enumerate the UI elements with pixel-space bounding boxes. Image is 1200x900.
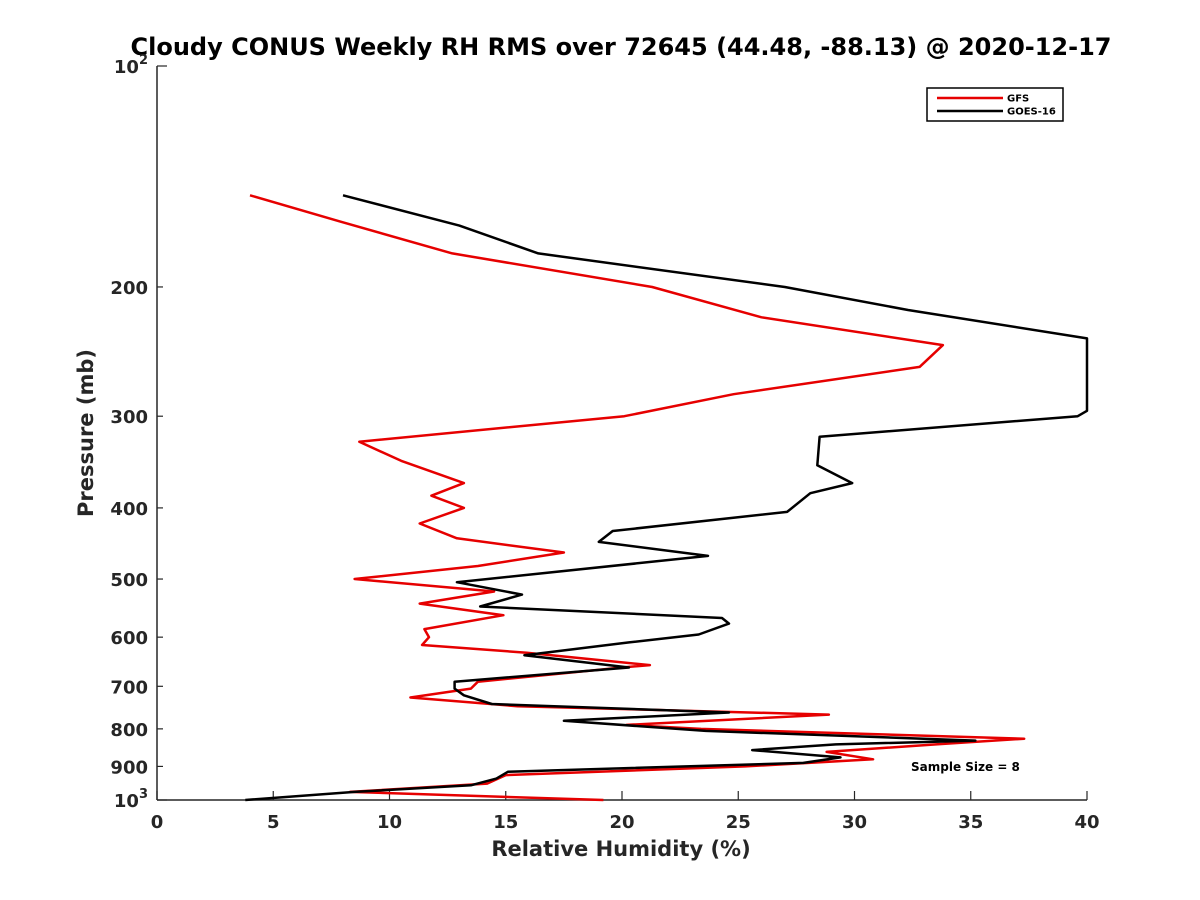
y-tick-label: 300 xyxy=(110,407,148,428)
y-tick-label: 800 xyxy=(110,720,148,741)
legend-label-goes16: GOES-16 xyxy=(1007,107,1056,118)
x-tick-label: 25 xyxy=(726,812,751,833)
y-tick-label: 102 xyxy=(114,53,148,78)
x-tick-label: 15 xyxy=(493,812,518,833)
x-tick-label: 20 xyxy=(609,812,634,833)
y-tick-label: 103 xyxy=(114,787,148,812)
x-axis-label: Relative Humidity (%) xyxy=(491,837,750,861)
data-series xyxy=(245,194,1089,802)
x-tick-label: 30 xyxy=(842,812,867,833)
x-tick-label: 35 xyxy=(958,812,983,833)
chart-title: Cloudy CONUS Weekly RH RMS over 72645 (4… xyxy=(131,33,1112,61)
legend-box xyxy=(926,87,1064,122)
plot-axes: 0 5 10 15 20 25 30 35 40 102 200 300 400 500 600 700 800… xyxy=(110,53,1099,833)
chart-legend: GFS GOES-16 xyxy=(926,87,1064,122)
y-tick-label: 400 xyxy=(110,499,148,520)
x-tick-label: 10 xyxy=(377,812,402,833)
series-line-gfs xyxy=(249,194,1026,802)
sample-size-annotation: Sample Size = 8 xyxy=(911,760,1020,774)
x-tick-label: 5 xyxy=(267,812,280,833)
y-tick-label: 900 xyxy=(110,757,148,778)
series-line-goes16 xyxy=(245,194,1089,802)
x-tick-label: 40 xyxy=(1074,812,1099,833)
y-axis-label: Pressure (mb) xyxy=(74,349,98,517)
y-tick-label: 500 xyxy=(110,570,148,591)
x-tick-label: 0 xyxy=(151,812,164,833)
legend-label-gfs: GFS xyxy=(1007,94,1029,105)
y-tick-label: 200 xyxy=(110,278,148,299)
y-tick-label: 600 xyxy=(110,628,148,649)
y-tick-label: 700 xyxy=(110,677,148,698)
